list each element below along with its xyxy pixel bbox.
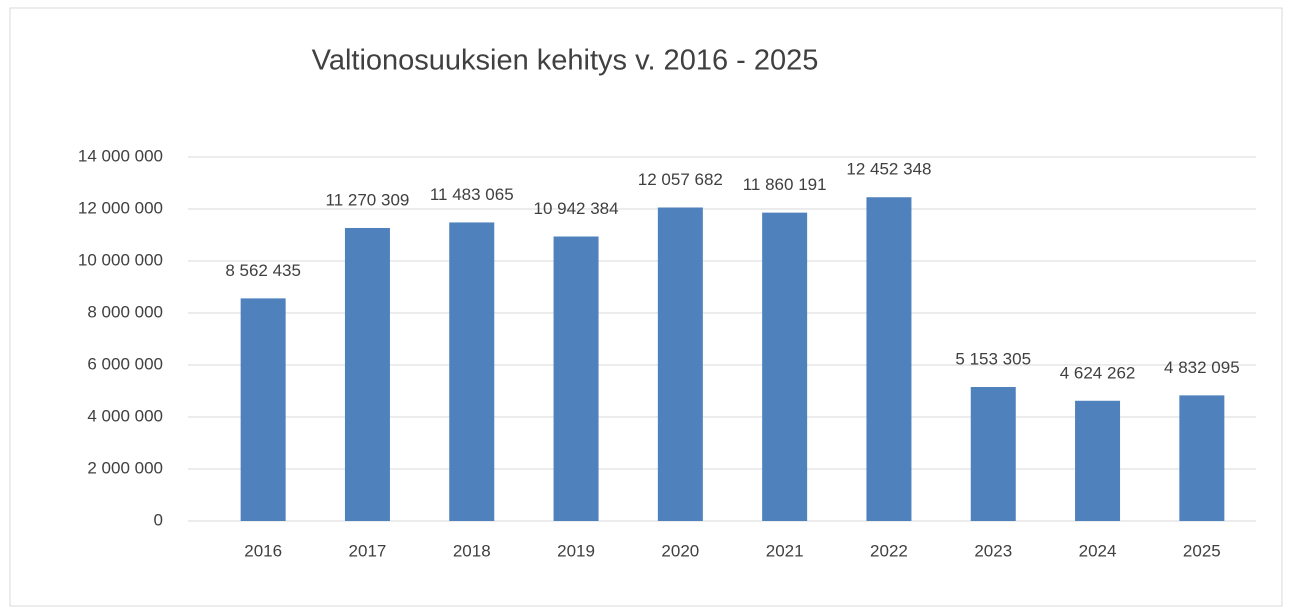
x-tick-label: 2025 bbox=[1183, 541, 1221, 560]
x-tick-label: 2020 bbox=[661, 541, 699, 560]
y-tick-label: 0 bbox=[154, 510, 163, 529]
data-label: 5 153 305 bbox=[955, 349, 1031, 368]
bar bbox=[866, 197, 912, 521]
x-tick-label: 2021 bbox=[766, 541, 804, 560]
data-label: 10 942 384 bbox=[534, 199, 619, 218]
bar bbox=[344, 227, 390, 521]
bar bbox=[970, 387, 1016, 521]
y-tick-label: 6 000 000 bbox=[87, 354, 163, 373]
x-tick-label: 2024 bbox=[1079, 541, 1117, 560]
y-tick-label: 4 000 000 bbox=[87, 406, 163, 425]
bar bbox=[553, 236, 599, 521]
y-tick-label: 8 000 000 bbox=[87, 302, 163, 321]
data-label: 8 562 435 bbox=[225, 261, 301, 280]
x-tick-label: 2022 bbox=[870, 541, 908, 560]
bar bbox=[240, 298, 286, 521]
chart-border bbox=[9, 7, 1283, 607]
data-label: 12 057 682 bbox=[638, 170, 723, 189]
bar bbox=[657, 207, 703, 521]
x-tick-label: 2017 bbox=[349, 541, 387, 560]
data-label: 4 832 095 bbox=[1164, 358, 1240, 377]
bar bbox=[449, 222, 495, 521]
bar bbox=[762, 212, 808, 521]
x-tick-label: 2018 bbox=[453, 541, 491, 560]
data-label: 4 624 262 bbox=[1060, 363, 1136, 382]
y-tick-label: 10 000 000 bbox=[78, 250, 163, 269]
bar bbox=[1179, 395, 1225, 521]
y-tick-label: 12 000 000 bbox=[78, 198, 163, 217]
x-tick-label: 2016 bbox=[244, 541, 282, 560]
x-tick-label: 2019 bbox=[557, 541, 595, 560]
data-label: 11 270 309 bbox=[326, 190, 410, 209]
bar bbox=[1075, 400, 1121, 521]
data-label: 12 452 348 bbox=[846, 160, 931, 179]
y-tick-label: 2 000 000 bbox=[87, 458, 163, 477]
data-label: 11 483 065 bbox=[430, 185, 514, 204]
x-tick-label: 2023 bbox=[974, 541, 1012, 560]
data-label: 11 860 191 bbox=[743, 175, 827, 194]
y-tick-label: 14 000 000 bbox=[78, 146, 163, 165]
chart-title: Valtionosuuksien kehitys v. 2016 - 2025 bbox=[312, 45, 819, 77]
